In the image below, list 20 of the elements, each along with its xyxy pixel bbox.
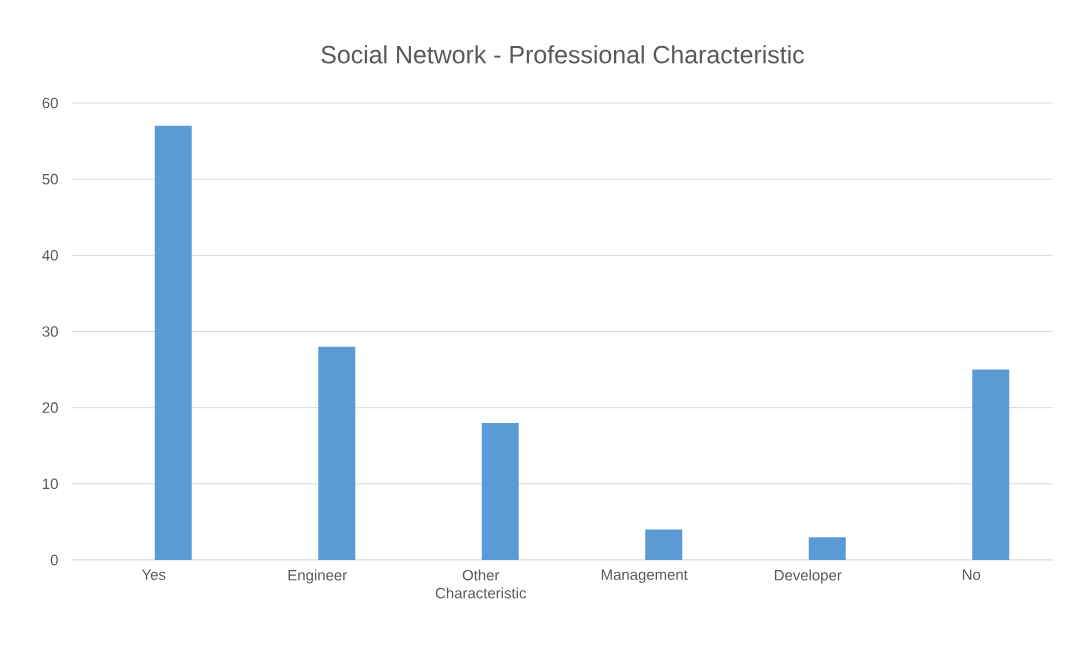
x-tick-label: Other Characteristic	[435, 569, 527, 599]
y-tick-label: 0	[50, 554, 58, 566]
y-tick-label: 40	[42, 250, 58, 261]
bar	[318, 346, 356, 560]
bar	[645, 529, 683, 560]
y-tick-label: 60	[42, 97, 58, 109]
x-tick-label: No	[962, 569, 981, 580]
y-tick-label: 10	[43, 478, 58, 490]
bar	[154, 125, 192, 560]
chart-title: Social Network - Professional Characteristic	[321, 45, 804, 64]
x-tick-label: Yes	[141, 569, 166, 580]
x-tick-label: Developer	[774, 569, 842, 584]
bar	[481, 422, 519, 560]
x-tick-label: Engineer	[288, 569, 347, 584]
y-tick-label: 30	[42, 326, 58, 337]
y-tick-label: 50	[42, 173, 58, 185]
bar	[972, 369, 1010, 560]
y-tick-label: 20	[42, 402, 58, 413]
x-tick-label: Management	[601, 569, 688, 583]
bar	[808, 537, 846, 560]
